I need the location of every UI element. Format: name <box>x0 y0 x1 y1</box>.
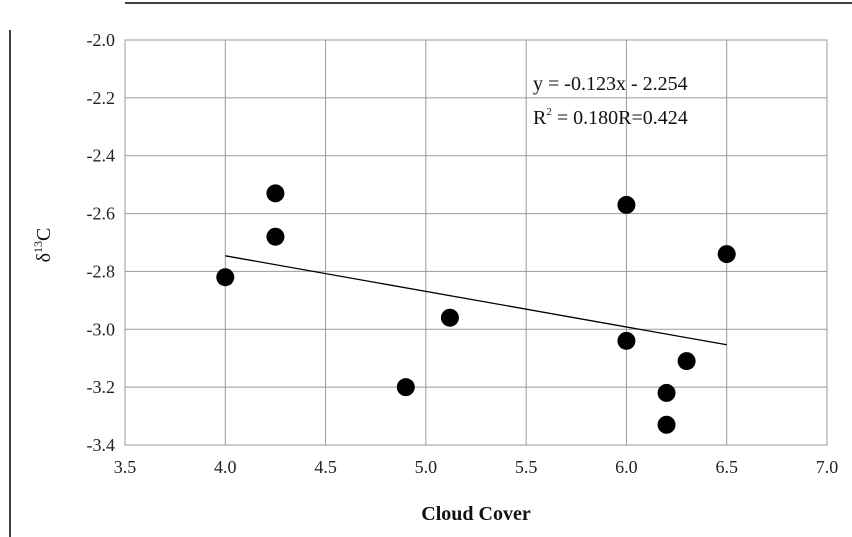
data-points <box>216 184 736 434</box>
y-tick-label: -3.4 <box>87 435 116 455</box>
y-axis-ticks: -2.0 -2.2 -2.4 -2.6 -2.8 -3.0 -3.2 -3.4 <box>87 30 116 455</box>
x-axis-title: Cloud Cover <box>421 503 531 525</box>
data-point <box>266 227 285 246</box>
data-point <box>617 195 636 214</box>
x-tick-label: 6.5 <box>715 457 738 477</box>
x-tick-label: 6.0 <box>615 457 638 477</box>
y-tick-label: -2.6 <box>87 204 116 224</box>
data-point <box>440 308 459 327</box>
y-tick-label: -2.4 <box>87 146 116 166</box>
x-tick-label: 7.0 <box>816 457 839 477</box>
r-squared-label: R2 = 0.180R=0.424 <box>533 106 688 129</box>
x-tick-label: 5.5 <box>515 457 538 477</box>
y-tick-label: -2.8 <box>87 261 116 281</box>
y-tick-label: -2.2 <box>87 88 116 108</box>
data-point <box>657 383 676 402</box>
data-point <box>717 245 736 264</box>
trendline-equation: y = -0.123x - 2.254 <box>533 73 688 95</box>
x-tick-label: 5.0 <box>415 457 438 477</box>
x-tick-label: 4.5 <box>314 457 337 477</box>
data-point <box>396 378 415 397</box>
y-axis-title: δ13C <box>31 228 55 263</box>
y-tick-label: -2.0 <box>87 30 116 50</box>
data-point <box>617 331 636 350</box>
x-axis-ticks: 3.5 4.0 4.5 5.0 5.5 6.0 6.5 7.0 <box>114 457 839 477</box>
y-tick-label: -3.2 <box>87 377 116 397</box>
data-point <box>657 415 676 434</box>
plot-area <box>124 39 828 446</box>
data-point <box>266 184 285 203</box>
x-tick-label: 3.5 <box>114 457 137 477</box>
data-point <box>677 352 696 371</box>
gridlines <box>124 39 828 446</box>
trendline <box>225 255 727 346</box>
y-tick-label: -3.0 <box>87 319 116 339</box>
data-point <box>216 268 235 287</box>
x-tick-label: 4.0 <box>214 457 237 477</box>
